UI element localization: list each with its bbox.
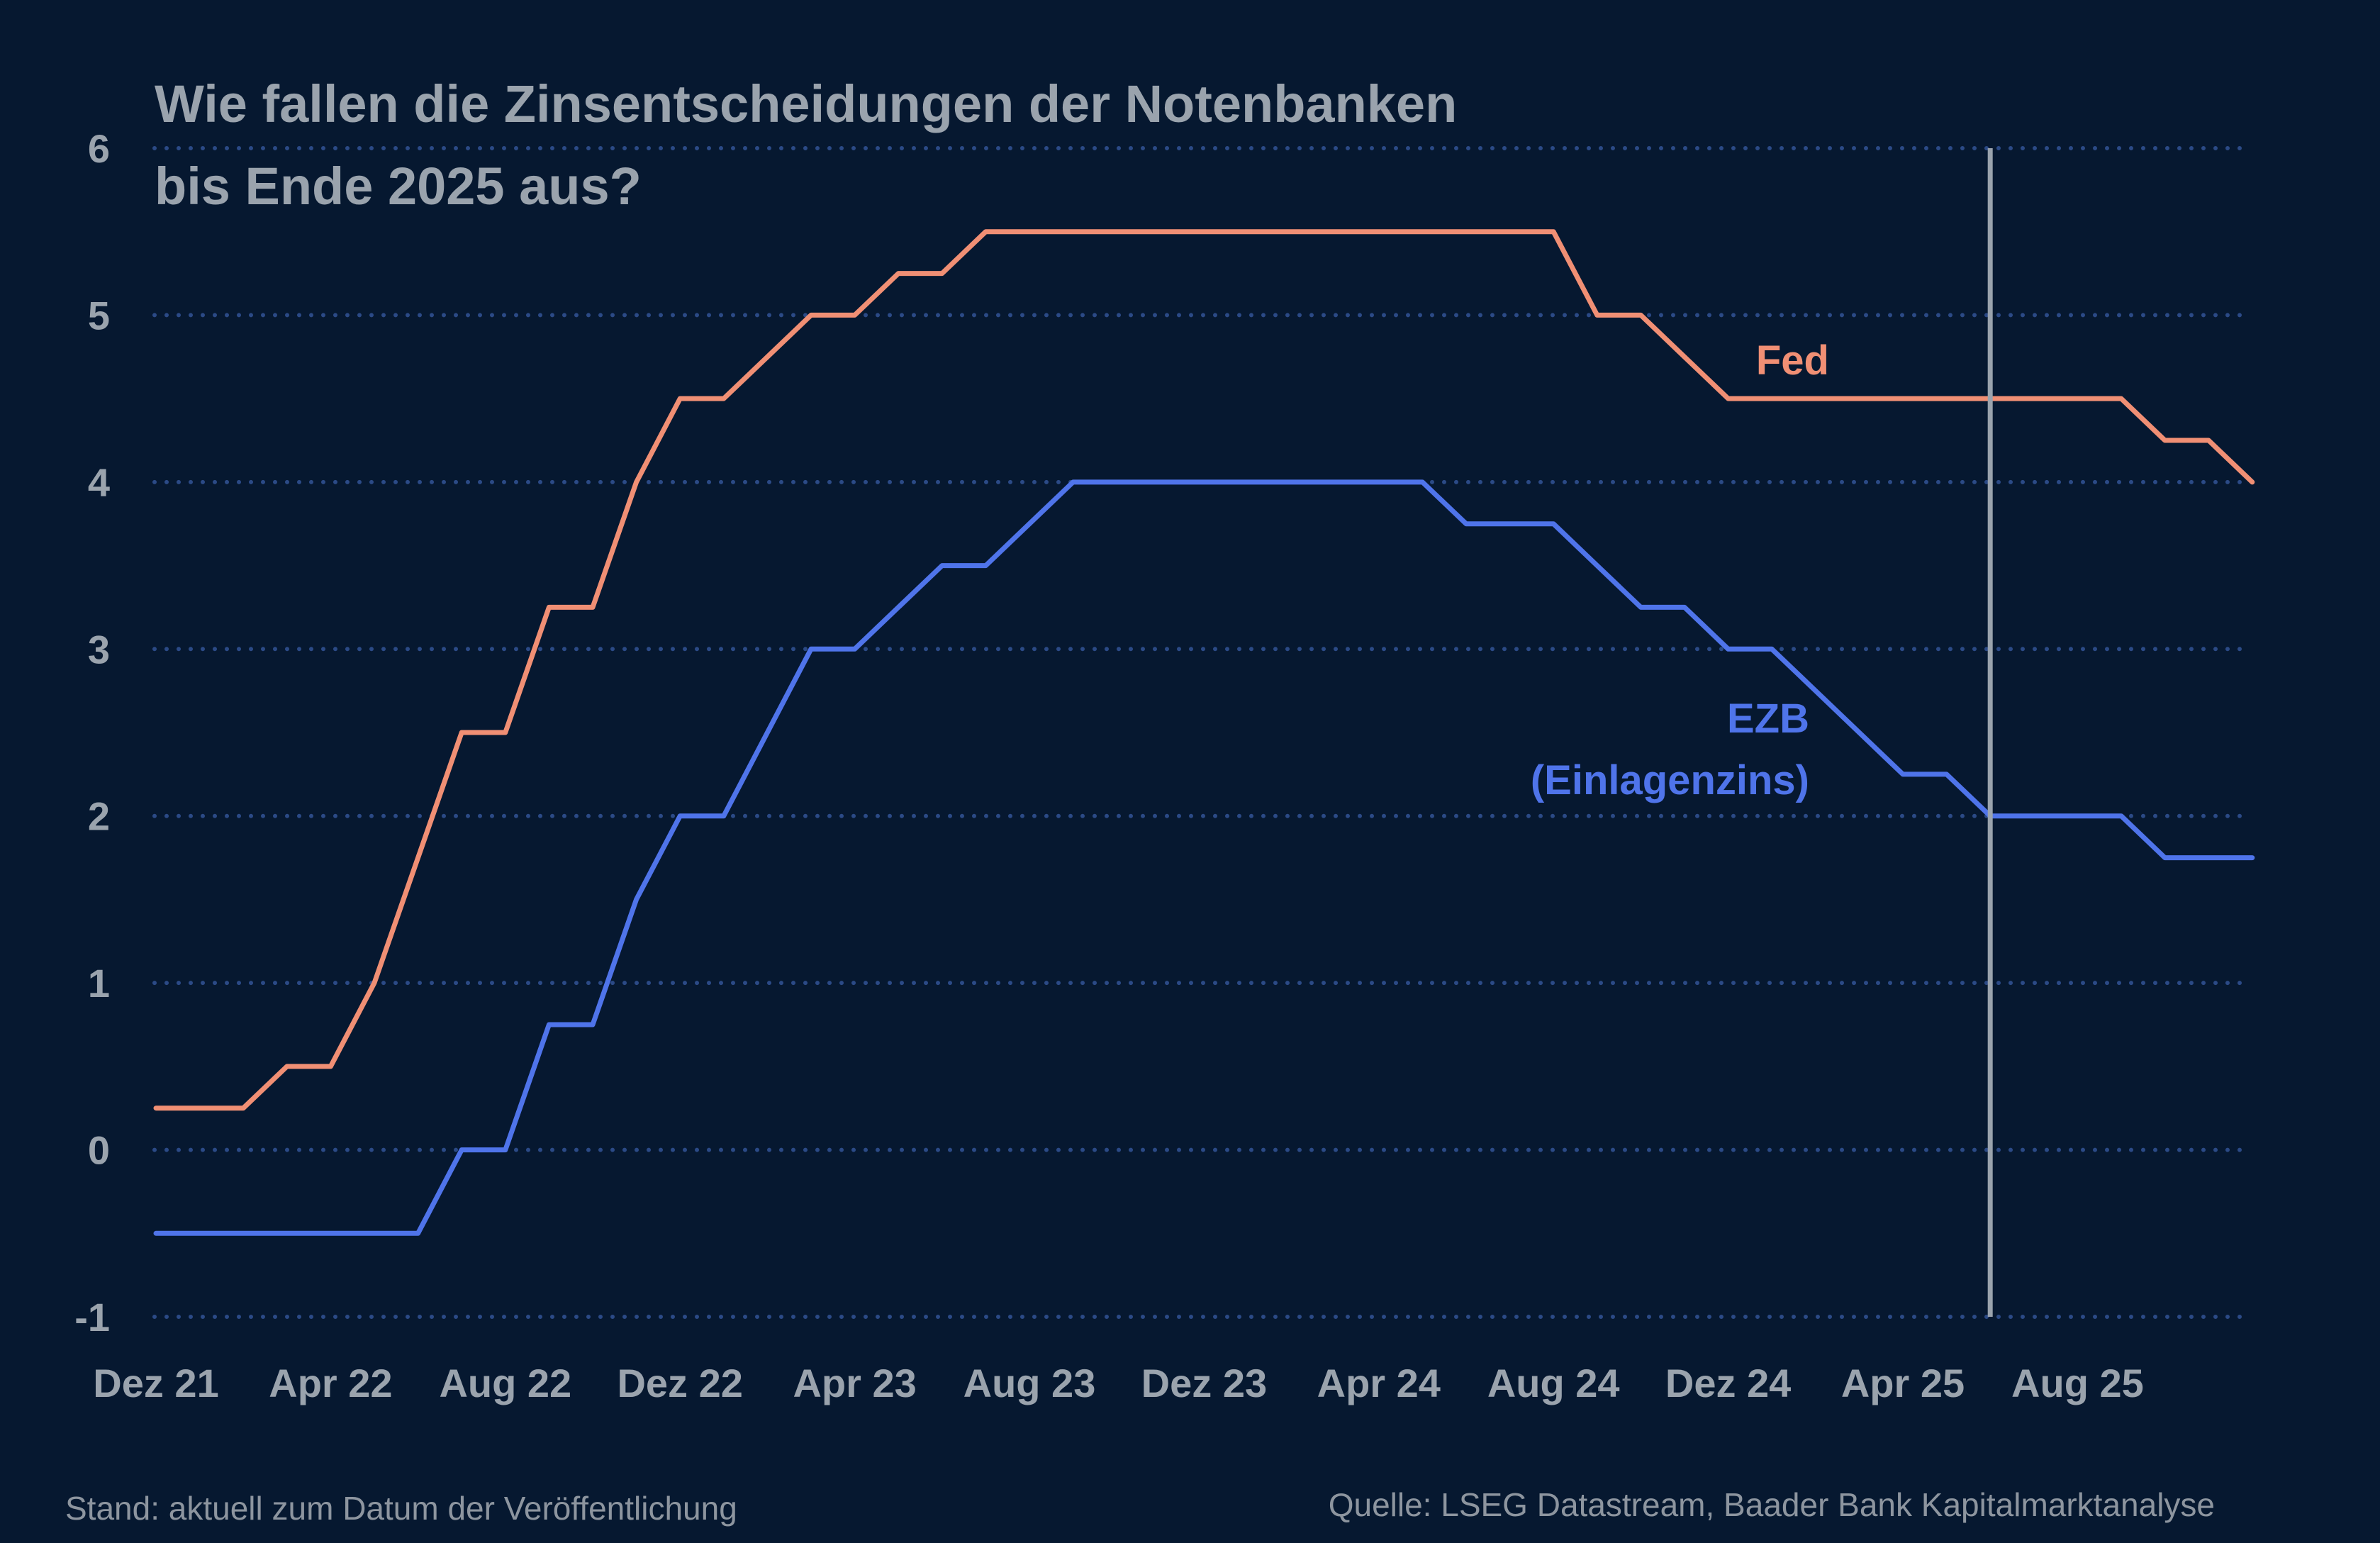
- fed-series-label: Fed: [1756, 338, 1829, 384]
- x-tick-label: Aug 22: [439, 1361, 571, 1405]
- y-tick-label: 0: [88, 1128, 110, 1173]
- series-labels: Fed EZB (Einlagenzins): [1531, 338, 1829, 803]
- x-tick-label: Apr 25: [1841, 1361, 1965, 1405]
- ezb-series-label-line-1: EZB: [1727, 696, 1809, 742]
- x-tick-label: Aug 23: [963, 1361, 1096, 1405]
- chart-title-line-1: Wie fallen die Zinsentscheidungen der No…: [155, 74, 1457, 133]
- series-lines: [153, 229, 2255, 1236]
- x-tick-label: Apr 23: [793, 1361, 916, 1405]
- y-tick-label: 1: [88, 961, 110, 1006]
- x-tick-label: Dez 21: [93, 1361, 218, 1405]
- x-tick-label: Dez 23: [1141, 1361, 1267, 1405]
- x-tick-label: Apr 22: [269, 1361, 392, 1405]
- y-tick-label: 4: [88, 460, 110, 505]
- x-tick-label: Aug 25: [2011, 1361, 2144, 1405]
- y-tick-label: 3: [88, 627, 110, 672]
- y-axis-ticks: -1 0 1 2 3 4 5 6: [74, 126, 110, 1339]
- chart-title-line-2: bis Ende 2025 aus?: [155, 157, 642, 216]
- footer-source: Quelle: LSEG Datastream, Baader Bank Kap…: [1329, 1486, 2215, 1523]
- y-tick-label: -1: [74, 1295, 110, 1339]
- y-tick-label: 5: [88, 293, 110, 338]
- x-tick-label: Dez 22: [617, 1361, 742, 1405]
- x-tick-label: Aug 24: [1487, 1361, 1620, 1405]
- x-axis-ticks: Dez 21 Apr 22 Aug 22 Dez 22 Apr 23 Aug 23 Dez …: [93, 1361, 2143, 1405]
- y-tick-label: 6: [88, 126, 110, 171]
- y-tick-label: 2: [88, 794, 110, 839]
- ezb-series-label-line-2: (Einlagenzins): [1531, 757, 1809, 803]
- x-tick-label: Dez 24: [1665, 1361, 1791, 1405]
- footer-note: Stand: aktuell zum Datum der Veröffentli…: [65, 1490, 737, 1527]
- fed-line: [153, 229, 2255, 1111]
- x-tick-label: Apr 24: [1317, 1361, 1441, 1405]
- ezb-line: [153, 479, 2255, 1236]
